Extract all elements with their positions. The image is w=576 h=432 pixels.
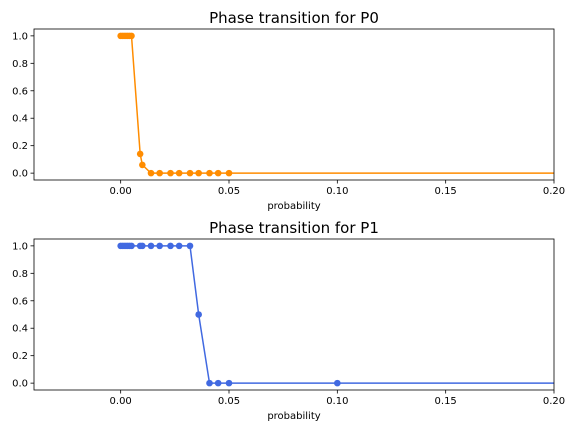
data-point <box>139 242 146 250</box>
data-point <box>195 169 202 177</box>
y-tick-label: 1.0 <box>12 31 28 42</box>
y-tick-label: 0.8 <box>12 59 28 70</box>
y-tick-label: 0.4 <box>12 114 28 125</box>
data-point <box>156 169 163 177</box>
axes-frame <box>33 238 555 391</box>
data-point <box>214 379 222 387</box>
data-point <box>147 242 155 250</box>
x-tick-label: 0.00 <box>110 396 132 407</box>
y-tick-label: 0.0 <box>12 379 28 390</box>
data-point <box>225 379 233 387</box>
y-tick-label: 0.8 <box>12 269 28 280</box>
plot-area: 0.00 0.05 0.10 0.15 0.20 0.0 0.2 0.4 0.6 0.8 1.0 <box>12 31 565 197</box>
x-tick-label: 0.15 <box>435 396 457 407</box>
x-axis-label: probability <box>267 411 320 422</box>
series-line <box>120 245 554 384</box>
y-tick-label: 0.2 <box>12 141 28 152</box>
data-point <box>225 169 233 177</box>
data-point <box>175 169 183 177</box>
y-tick-label: 0.0 <box>12 169 28 180</box>
chart-panel-p1: Phase transition for P1 0.00 0.05 0.10 0.15… <box>12 219 565 422</box>
x-tick-label: 0.05 <box>218 396 240 407</box>
data-point <box>334 379 341 387</box>
y-tick-label: 0.2 <box>12 351 28 362</box>
x-tick-label: 0.10 <box>326 186 348 197</box>
data-point <box>167 242 174 250</box>
x-tick-label: 0.05 <box>218 186 240 197</box>
data-point <box>139 161 146 169</box>
x-tick-label: 0.20 <box>543 396 565 407</box>
chart-panel-p0: Phase transition for P0 0.00 0.05 0.10 0.15… <box>12 9 565 212</box>
x-tick-label: 0.10 <box>326 396 348 407</box>
x-tick-label: 0.00 <box>110 186 132 197</box>
chart-title: Phase transition for P1 <box>209 219 379 237</box>
axes-frame <box>33 28 555 181</box>
data-point <box>175 242 183 250</box>
y-tick-label: 0.6 <box>12 296 28 307</box>
y-tick-label: 0.6 <box>12 86 28 97</box>
series-line <box>120 35 554 174</box>
y-tick-label: 0.4 <box>12 324 28 335</box>
data-point <box>147 169 155 177</box>
data-point <box>186 169 194 177</box>
data-point <box>156 242 163 250</box>
chart-title: Phase transition for P0 <box>209 9 379 27</box>
y-tick-label: 1.0 <box>12 241 28 252</box>
x-tick-label: 0.15 <box>435 186 457 197</box>
data-point <box>167 169 174 177</box>
data-point <box>195 311 202 318</box>
x-axis-label: probability <box>267 201 320 212</box>
data-point <box>136 150 144 158</box>
data-point <box>128 32 135 40</box>
data-point <box>214 169 222 177</box>
data-point <box>186 242 194 250</box>
x-tick-label: 0.20 <box>543 186 565 197</box>
plot-area: 0.00 0.05 0.10 0.15 0.20 0.0 0.2 0.4 0.6 0.8 1.0 <box>12 241 565 407</box>
data-point <box>128 242 135 250</box>
data-point <box>206 169 213 177</box>
data-point <box>206 379 213 387</box>
